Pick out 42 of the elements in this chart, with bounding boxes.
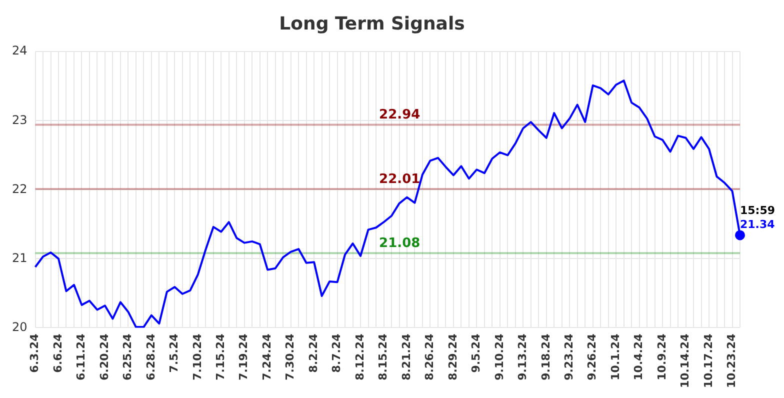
data-label: 21.34 <box>740 218 776 232</box>
annotation: 15:59 <box>740 204 776 218</box>
x-tick-label: 8.2.24 <box>306 333 320 373</box>
x-tick-label: 10.23.24 <box>725 333 738 388</box>
x-tick-label: 10.1.24 <box>608 333 622 380</box>
x-tick-label: 8.26.24 <box>423 333 436 380</box>
y-tick-label: 21 <box>12 250 28 265</box>
x-tick-label: 8.21.24 <box>400 333 413 380</box>
x-tick-label: 6.28.24 <box>144 333 158 380</box>
x-tick-label: 10.14.24 <box>678 333 692 388</box>
x-tick-label: 7.24.24 <box>260 333 274 380</box>
x-tick-label: 8.12.24 <box>353 333 366 380</box>
x-tick-label: 8.7.24 <box>330 333 344 373</box>
x-tick-label: 9.23.24 <box>562 333 576 380</box>
x-tick-label: 9.26.24 <box>586 333 599 380</box>
x-tick-label: 6.25.24 <box>121 333 134 380</box>
x-tick-label: 10.9.24 <box>655 333 668 380</box>
y-tick-label: 20 <box>12 320 28 334</box>
x-tick-label: 9.13.24 <box>516 333 530 380</box>
x-tick-label: 9.10.24 <box>492 333 506 380</box>
x-tick-label: 6.3.24 <box>28 333 42 373</box>
x-tick-label: 9.5.24 <box>470 333 483 373</box>
x-tick-label: 9.18.24 <box>539 333 552 380</box>
x-tick-label: 10.17.24 <box>702 333 715 388</box>
x-tick-label: 7.30.24 <box>284 333 297 380</box>
chart-title: Long Term Signals <box>279 13 465 34</box>
x-tick-label: 7.5.24 <box>168 333 181 373</box>
y-tick-label: 24 <box>12 44 28 58</box>
ref-line-label: 22.01 <box>379 172 420 187</box>
ref-line-label: 22.94 <box>379 108 420 123</box>
x-tick-label: 7.10.24 <box>190 333 204 380</box>
x-tick-label: 7.15.24 <box>214 333 227 380</box>
x-tick-label: 6.20.24 <box>98 333 111 380</box>
x-tick-label: 6.6.24 <box>51 333 64 373</box>
x-tick-label: 10.4.24 <box>632 333 646 380</box>
x-tick-label: 8.15.24 <box>376 333 390 380</box>
y-tick-label: 23 <box>12 112 28 127</box>
x-tick-label: 6.11.24 <box>74 333 88 380</box>
y-tick-label: 22 <box>12 182 28 196</box>
ref-line-label: 21.08 <box>379 236 420 252</box>
x-tick-label: 8.29.24 <box>446 333 460 380</box>
x-tick-label: 7.19.24 <box>237 333 250 380</box>
